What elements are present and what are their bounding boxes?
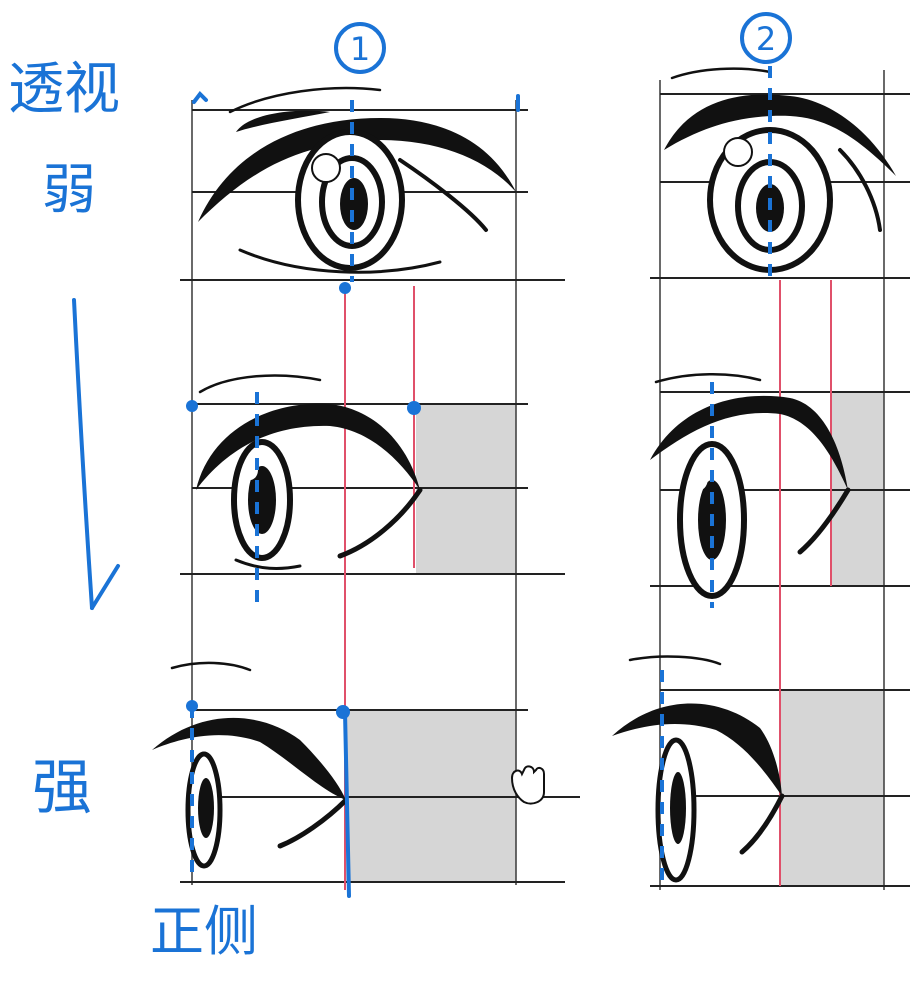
shade-row3-col2 xyxy=(780,690,884,886)
column2-blue-guides xyxy=(660,66,772,890)
perspective-label: 透视 xyxy=(8,57,120,122)
eye-side-view-1 xyxy=(152,661,349,869)
column-1-grid xyxy=(180,100,580,890)
column2-number: 2 xyxy=(756,20,776,58)
weak-label: 弱 xyxy=(42,158,96,221)
down-arrow xyxy=(72,298,120,610)
column1-blue-guides xyxy=(186,90,520,898)
column1-number: 1 xyxy=(350,30,370,68)
strong-label: 强 xyxy=(32,753,92,823)
column2-marker: 2 xyxy=(740,12,792,64)
grab-hand-icon xyxy=(510,765,545,805)
eye-three-quarter-view-1 xyxy=(196,374,423,570)
eye-three-quarter-view-2 xyxy=(650,372,851,599)
eye-side-view-2 xyxy=(612,655,785,883)
side-label: 正侧 xyxy=(150,900,258,963)
eye-front-view-2 xyxy=(664,67,896,273)
eye-front-view-1 xyxy=(198,86,516,274)
column1-marker: 1 xyxy=(334,22,386,74)
